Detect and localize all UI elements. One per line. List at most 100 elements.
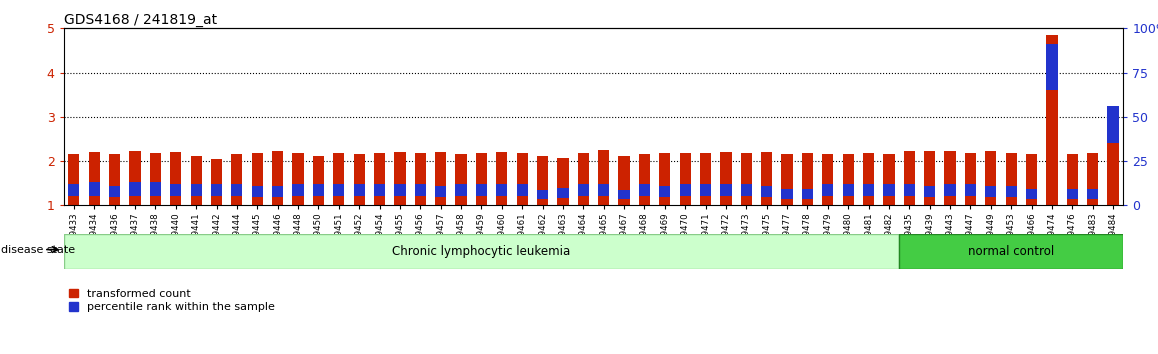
Bar (924, 186, 936, 198)
Bar (496, 152, 507, 205)
Bar (211, 159, 222, 205)
Bar (598, 184, 609, 196)
Bar (557, 188, 569, 198)
Bar (455, 154, 467, 205)
Bar (64, 234, 899, 269)
Bar (211, 184, 222, 196)
Bar (699, 184, 711, 196)
Bar (537, 190, 548, 199)
Bar (496, 184, 507, 196)
Bar (659, 186, 670, 198)
Bar (618, 190, 630, 199)
Bar (965, 184, 976, 196)
Bar (1107, 106, 1119, 143)
Bar (353, 154, 365, 205)
Bar (985, 186, 996, 198)
Bar (374, 153, 386, 205)
Bar (89, 152, 100, 205)
Bar (476, 184, 488, 196)
Bar (232, 184, 242, 196)
Bar (68, 184, 80, 196)
Bar (435, 152, 446, 205)
Bar (455, 184, 467, 196)
Bar (272, 152, 284, 205)
Bar (1005, 153, 1017, 205)
Bar (272, 186, 284, 198)
Bar (353, 184, 365, 196)
Bar (985, 152, 996, 205)
Bar (801, 153, 813, 205)
Bar (68, 154, 80, 205)
Bar (699, 153, 711, 205)
Bar (170, 184, 182, 196)
Bar (435, 186, 446, 198)
Bar (130, 182, 140, 195)
Bar (476, 153, 488, 205)
Bar (251, 153, 263, 205)
Bar (1047, 44, 1057, 90)
Bar (1087, 153, 1098, 205)
Bar (170, 152, 182, 205)
Bar (782, 154, 793, 205)
Bar (537, 156, 548, 205)
Bar (334, 184, 344, 196)
Bar (945, 152, 955, 205)
Bar (863, 153, 874, 205)
Legend: transformed count, percentile rank within the sample: transformed count, percentile rank withi… (69, 289, 274, 312)
Bar (394, 152, 405, 205)
Bar (578, 184, 589, 196)
Bar (415, 153, 426, 205)
Bar (578, 153, 589, 205)
Bar (191, 156, 201, 205)
Bar (822, 184, 834, 196)
Bar (903, 184, 915, 196)
Bar (1026, 154, 1038, 205)
Bar (884, 184, 894, 196)
Bar (903, 152, 915, 205)
Bar (843, 154, 853, 205)
Bar (130, 152, 140, 205)
Bar (741, 153, 752, 205)
Bar (191, 184, 201, 196)
Bar (1067, 189, 1078, 199)
Bar (293, 153, 303, 205)
Bar (394, 184, 405, 196)
Bar (1005, 186, 1017, 198)
Bar (557, 158, 569, 205)
Bar (1047, 35, 1057, 205)
Bar (618, 156, 630, 205)
Bar (899, 234, 1123, 269)
Bar (801, 189, 813, 199)
Bar (1087, 189, 1098, 199)
Bar (313, 156, 324, 205)
Bar (374, 184, 386, 196)
Bar (720, 152, 732, 205)
Text: normal control: normal control (968, 245, 1054, 258)
Bar (761, 186, 772, 198)
Bar (782, 189, 793, 199)
Bar (334, 153, 344, 205)
Text: disease state: disease state (1, 245, 75, 255)
Bar (1067, 154, 1078, 205)
Bar (109, 154, 120, 205)
Bar (1107, 113, 1119, 205)
Bar (965, 153, 976, 205)
Bar (89, 182, 100, 195)
Text: Chronic lymphocytic leukemia: Chronic lymphocytic leukemia (393, 245, 571, 258)
Bar (251, 186, 263, 198)
Bar (680, 184, 691, 196)
Bar (843, 184, 853, 196)
Bar (659, 153, 670, 205)
Bar (639, 154, 650, 205)
Bar (884, 154, 894, 205)
Bar (1026, 189, 1038, 199)
Bar (109, 186, 120, 198)
Bar (516, 184, 528, 196)
Bar (598, 150, 609, 205)
Text: GDS4168 / 241819_at: GDS4168 / 241819_at (64, 13, 217, 27)
Bar (863, 184, 874, 196)
Bar (761, 152, 772, 205)
Bar (924, 152, 936, 205)
Bar (945, 184, 955, 196)
Bar (313, 184, 324, 196)
